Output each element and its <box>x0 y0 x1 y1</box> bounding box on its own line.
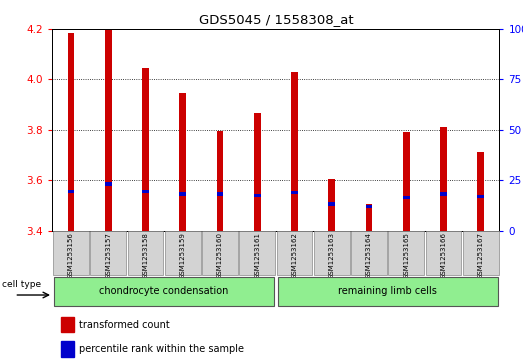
Bar <box>403 196 410 199</box>
Bar <box>366 205 372 208</box>
Bar <box>142 190 149 193</box>
Text: GSM1253163: GSM1253163 <box>329 232 335 279</box>
Bar <box>142 68 149 231</box>
Text: GSM1253157: GSM1253157 <box>105 232 111 279</box>
Text: GSM1253161: GSM1253161 <box>254 232 260 279</box>
FancyBboxPatch shape <box>128 232 163 275</box>
Bar <box>440 192 447 196</box>
Text: GSM1253164: GSM1253164 <box>366 232 372 279</box>
FancyBboxPatch shape <box>351 232 387 275</box>
FancyBboxPatch shape <box>240 232 275 275</box>
Text: transformed count: transformed count <box>79 319 170 330</box>
Bar <box>328 179 335 231</box>
FancyBboxPatch shape <box>277 232 312 275</box>
Bar <box>328 203 335 206</box>
Bar <box>67 33 74 231</box>
Bar <box>366 204 372 231</box>
Bar <box>440 127 447 231</box>
Text: GSM1253160: GSM1253160 <box>217 232 223 279</box>
FancyBboxPatch shape <box>463 232 499 275</box>
Bar <box>291 191 298 194</box>
FancyBboxPatch shape <box>165 232 201 275</box>
FancyBboxPatch shape <box>314 232 350 275</box>
Bar <box>477 152 484 231</box>
FancyBboxPatch shape <box>389 232 424 275</box>
Text: GSM1253156: GSM1253156 <box>68 232 74 279</box>
Text: GSM1253165: GSM1253165 <box>403 232 410 279</box>
Bar <box>217 192 223 196</box>
Text: remaining limb cells: remaining limb cells <box>338 286 437 296</box>
FancyBboxPatch shape <box>53 232 89 275</box>
Text: GSM1253162: GSM1253162 <box>291 232 298 279</box>
FancyBboxPatch shape <box>426 232 461 275</box>
Bar <box>217 131 223 231</box>
Bar <box>105 182 111 185</box>
Bar <box>291 72 298 231</box>
Bar <box>477 195 484 198</box>
Text: GSM1253167: GSM1253167 <box>478 232 484 279</box>
Bar <box>67 190 74 193</box>
Bar <box>61 341 74 357</box>
Bar <box>179 93 186 231</box>
Text: cell type: cell type <box>2 280 41 289</box>
Bar <box>179 192 186 196</box>
Title: GDS5045 / 1558308_at: GDS5045 / 1558308_at <box>199 13 353 26</box>
FancyBboxPatch shape <box>202 232 238 275</box>
Text: chondrocyte condensation: chondrocyte condensation <box>99 286 229 296</box>
Text: GSM1253159: GSM1253159 <box>180 232 186 279</box>
Bar <box>254 113 260 231</box>
Text: percentile rank within the sample: percentile rank within the sample <box>79 344 244 354</box>
FancyBboxPatch shape <box>278 277 497 306</box>
Bar <box>403 132 410 231</box>
FancyBboxPatch shape <box>54 277 274 306</box>
Bar <box>105 29 111 231</box>
Text: GSM1253166: GSM1253166 <box>440 232 447 279</box>
Bar <box>61 317 74 333</box>
FancyBboxPatch shape <box>90 232 126 275</box>
Bar <box>254 193 260 197</box>
Text: GSM1253158: GSM1253158 <box>142 232 149 279</box>
